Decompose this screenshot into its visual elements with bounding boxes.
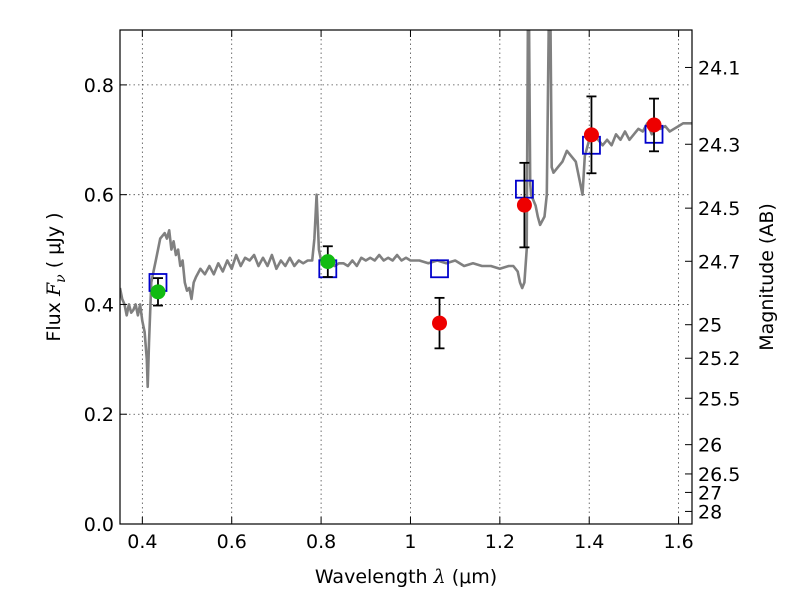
x-axis-label: Wavelength λ (μm) bbox=[315, 566, 497, 588]
y-tick-label: 0.6 bbox=[84, 185, 114, 207]
observed-optical-point bbox=[150, 284, 166, 300]
markers-group bbox=[148, 95, 664, 350]
observed-optical-point bbox=[320, 254, 336, 270]
x-tick-label: 1.6 bbox=[663, 531, 693, 553]
y-tick-label: 0.4 bbox=[84, 294, 114, 316]
model-sed-curve-group bbox=[120, 30, 692, 389]
observed-nir-point bbox=[432, 315, 448, 331]
mag-tick-label: 26 bbox=[698, 435, 722, 457]
mag-tick-label: 24.1 bbox=[698, 57, 740, 79]
mag-tick-label: 26.5 bbox=[698, 464, 740, 486]
x-tick-label: 1.2 bbox=[485, 531, 515, 553]
x-tick-label: 1 bbox=[404, 531, 416, 553]
y-tick-label: 0.8 bbox=[84, 75, 114, 97]
model-photometry-square bbox=[430, 259, 449, 279]
y-tick-label: 0.0 bbox=[84, 514, 114, 536]
observed-nir-point bbox=[646, 117, 662, 133]
x-tick-label: 0.6 bbox=[217, 531, 247, 553]
observed-nir-point bbox=[516, 197, 532, 213]
y2-axis-label: Magnitude (AB) bbox=[756, 203, 778, 351]
x-tick-label: 1.4 bbox=[574, 531, 604, 553]
plot-frame bbox=[119, 29, 693, 525]
mag-tick-label: 28 bbox=[698, 501, 722, 523]
y-tick-label: 0.2 bbox=[84, 404, 114, 426]
mag-tick-label: 25 bbox=[698, 315, 722, 337]
observed-nir-point bbox=[583, 127, 599, 143]
mag-tick-label: 25.2 bbox=[698, 348, 740, 370]
grid-lines bbox=[120, 30, 692, 525]
mag-tick-label: 24.5 bbox=[698, 198, 740, 220]
mag-tick-label: 24.3 bbox=[698, 134, 740, 156]
mag-tick-label: 24.7 bbox=[698, 251, 740, 273]
x-tick-label: 0.4 bbox=[127, 531, 157, 553]
mag-tick-label: 27 bbox=[698, 482, 722, 504]
axis-ticks: 0.4 0.6 0.8 1 1.2 1.4 1.6 0.0 0.2 0.4 0.6 0.8 24.1 24… bbox=[84, 30, 740, 553]
y-axis-label: Flux Fν ( μJy ) bbox=[43, 212, 69, 341]
x-tick-label: 0.8 bbox=[306, 531, 336, 553]
mag-tick-label: 25.5 bbox=[698, 388, 740, 410]
model-sed-curve bbox=[120, 30, 692, 389]
